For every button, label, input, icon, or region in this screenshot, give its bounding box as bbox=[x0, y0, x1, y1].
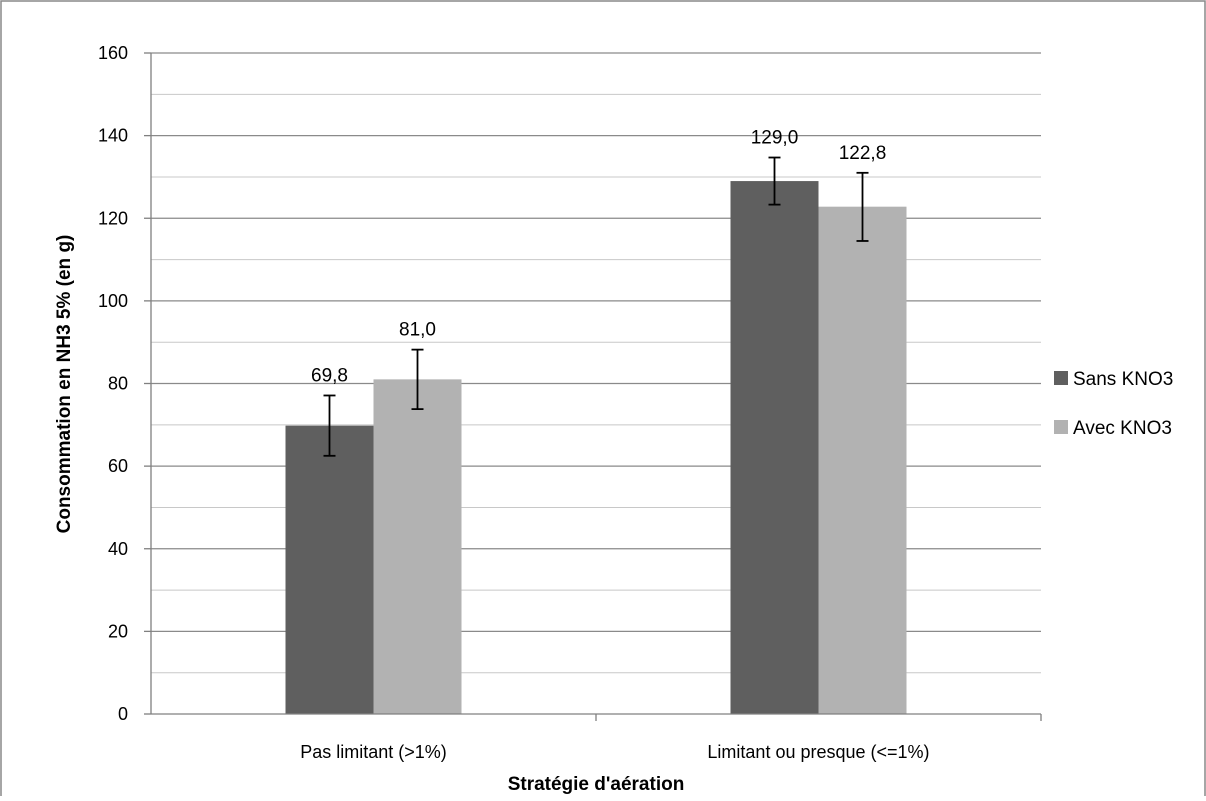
y-axis-title: Consommation en NH3 5% (en g) bbox=[54, 235, 75, 534]
legend-swatch bbox=[1054, 420, 1068, 434]
y-tick-label: 60 bbox=[108, 456, 128, 476]
bar-avec-kno3 bbox=[373, 379, 462, 714]
legend: Sans KNO3 Avec KNO3 bbox=[1054, 369, 1173, 439]
y-tick-label: 160 bbox=[98, 43, 128, 63]
y-tick-label: 100 bbox=[98, 291, 128, 311]
x-tick-label: Limitant ou presque (<=1%) bbox=[707, 742, 929, 762]
y-tick-label: 140 bbox=[98, 126, 128, 146]
bar-sans-kno3 bbox=[730, 181, 819, 715]
data-label: 81,0 bbox=[399, 320, 436, 341]
axes: 0 20 40 60 80 100 120 140 160 Pas limitant (>1%) L… bbox=[98, 43, 1042, 762]
x-tick-label: Pas limitant (>1%) bbox=[300, 742, 447, 762]
y-tick-label: 40 bbox=[108, 539, 128, 559]
data-label: 122,8 bbox=[839, 143, 887, 164]
bar-avec-kno3 bbox=[818, 206, 907, 714]
legend-swatch bbox=[1054, 371, 1068, 385]
data-label: 129,0 bbox=[751, 128, 799, 149]
legend-label: Sans KNO3 bbox=[1073, 369, 1173, 390]
data-labels: 69,8 81,0 129,0 122,8 bbox=[311, 128, 886, 387]
bars bbox=[285, 181, 907, 715]
y-tick-label: 0 bbox=[118, 704, 128, 724]
error-bars bbox=[323, 156, 869, 457]
x-axis-title: Stratégie d'aération bbox=[508, 774, 685, 795]
y-tick-label: 20 bbox=[108, 621, 128, 641]
y-tick-label: 80 bbox=[108, 374, 128, 394]
data-label: 69,8 bbox=[311, 365, 348, 386]
y-tick-label: 120 bbox=[98, 208, 128, 228]
legend-label: Avec KNO3 bbox=[1073, 418, 1172, 439]
bar-sans-kno3 bbox=[285, 425, 374, 714]
